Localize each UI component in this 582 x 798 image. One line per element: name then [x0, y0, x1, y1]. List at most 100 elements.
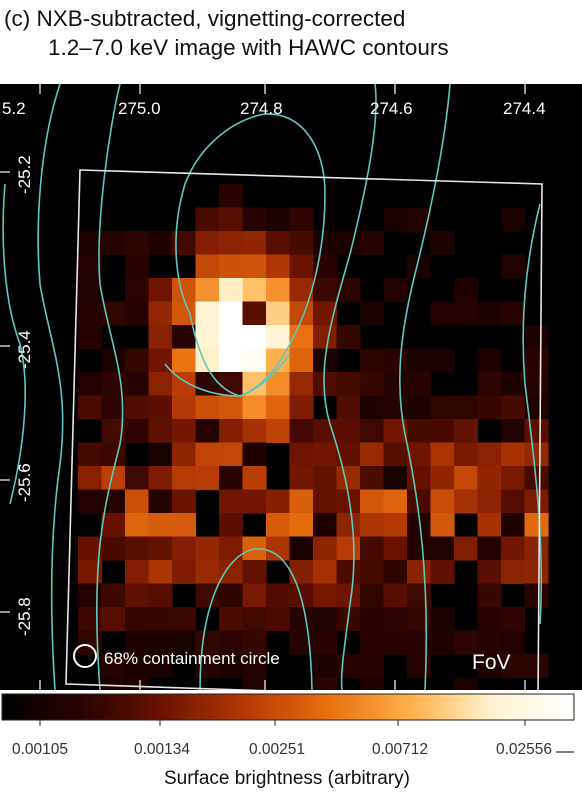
- image-pixel: [195, 254, 220, 279]
- image-pixel: [125, 677, 150, 690]
- hawc-contour-bottom-loop: [199, 548, 313, 690]
- image-pixel: [360, 442, 385, 467]
- image-pixel: [430, 630, 455, 655]
- image-pixel: [289, 607, 314, 632]
- image-pixel: [313, 607, 338, 632]
- image-pixel: [219, 630, 244, 655]
- image-pixel: [266, 395, 291, 420]
- image-pixel: [313, 466, 338, 491]
- image-pixel: [148, 583, 173, 608]
- image-pixel: [242, 677, 267, 690]
- image-pixel: [219, 301, 244, 326]
- image-pixel: [524, 372, 549, 397]
- image-pixel: [454, 489, 479, 514]
- image-pixel: [430, 466, 455, 491]
- image-pixel: [101, 513, 126, 538]
- image-pixel: [219, 325, 244, 350]
- image-pixel: [430, 607, 455, 632]
- image-pixel: [125, 419, 150, 444]
- image-pixel: [454, 278, 479, 303]
- image-pixel: [383, 583, 408, 608]
- image-pixel: [477, 513, 502, 538]
- image-pixel: [454, 466, 479, 491]
- image-pixel: [219, 395, 244, 420]
- image-pixel: [407, 630, 432, 655]
- image-pixel: [195, 419, 220, 444]
- brightness-pixels: [78, 184, 549, 690]
- ra-tick-label: 275.0: [118, 99, 161, 118]
- image-pixel: [313, 513, 338, 538]
- image-pixel: [289, 442, 314, 467]
- image-pixel: [289, 207, 314, 232]
- image-pixel: [266, 254, 291, 279]
- image-pixel: [524, 583, 549, 608]
- image-pixel: [360, 395, 385, 420]
- image-pixel: [336, 442, 361, 467]
- image-pixel: [336, 372, 361, 397]
- image-pixel: [101, 536, 126, 561]
- image-pixel: [242, 560, 267, 585]
- image-pixel: [360, 513, 385, 538]
- image-pixel: [125, 278, 150, 303]
- image-pixel: [407, 560, 432, 585]
- image-pixel: [148, 536, 173, 561]
- image-pixel: [101, 677, 126, 690]
- image-pixel: [242, 395, 267, 420]
- image-pixel: [313, 442, 338, 467]
- image-pixel: [195, 207, 220, 232]
- image-pixel: [454, 536, 479, 561]
- image-pixel: [477, 536, 502, 561]
- hawc-contour-far-left: [2, 183, 26, 505]
- image-pixel: [242, 278, 267, 303]
- image-pixel: [148, 301, 173, 326]
- image-pixel: [313, 583, 338, 608]
- image-pixel: [78, 254, 103, 279]
- fov-label: FoV: [472, 651, 511, 674]
- image-pixel: [407, 348, 432, 373]
- image-pixel: [313, 654, 338, 679]
- image-pixel: [360, 348, 385, 373]
- figure-title: (c) NXB-subtracted, vignetting-corrected…: [4, 4, 578, 62]
- image-pixel: [172, 630, 197, 655]
- image-pixel: [266, 301, 291, 326]
- image-pixel: [360, 560, 385, 585]
- image-pixel: [501, 630, 526, 655]
- image-pixel: [383, 395, 408, 420]
- image-pixel: [101, 607, 126, 632]
- image-pixel: [501, 301, 526, 326]
- image-pixel: [477, 654, 502, 679]
- image-pixel: [148, 395, 173, 420]
- image-pixel: [477, 395, 502, 420]
- colorbar-tick-label: 0.00712: [372, 741, 428, 758]
- dec-tick-label: -25.4: [15, 330, 34, 369]
- image-pixel: [407, 583, 432, 608]
- colorbar-ticks: [39, 720, 526, 726]
- image-pixel: [313, 231, 338, 256]
- image-pixel: [242, 583, 267, 608]
- image-pixel: [101, 583, 126, 608]
- image-pixel: [336, 325, 361, 350]
- image-pixel: [125, 560, 150, 585]
- image-pixel: [219, 348, 244, 373]
- image-pixel: [336, 583, 361, 608]
- image-pixel: [360, 231, 385, 256]
- image-pixel: [195, 583, 220, 608]
- image-pixel: [195, 560, 220, 585]
- image-pixel: [266, 583, 291, 608]
- image-pixel: [336, 513, 361, 538]
- image-pixel: [383, 607, 408, 632]
- title-line-2: 1.2–7.0 keV image with HAWC contours: [48, 35, 449, 60]
- dec-tick-label: -25.6: [15, 463, 34, 502]
- image-pixel: [242, 254, 267, 279]
- image-pixel: [477, 630, 502, 655]
- image-pixel: [195, 301, 220, 326]
- image-pixel: [336, 395, 361, 420]
- image-pixel: [242, 231, 267, 256]
- image-pixel: [313, 419, 338, 444]
- image-pixel: [101, 231, 126, 256]
- image-pixel: [313, 325, 338, 350]
- image-pixel: [313, 677, 338, 690]
- image-pixel: [360, 489, 385, 514]
- colorbar-tick-label: 0.00251: [249, 741, 305, 758]
- image-pixel: [172, 419, 197, 444]
